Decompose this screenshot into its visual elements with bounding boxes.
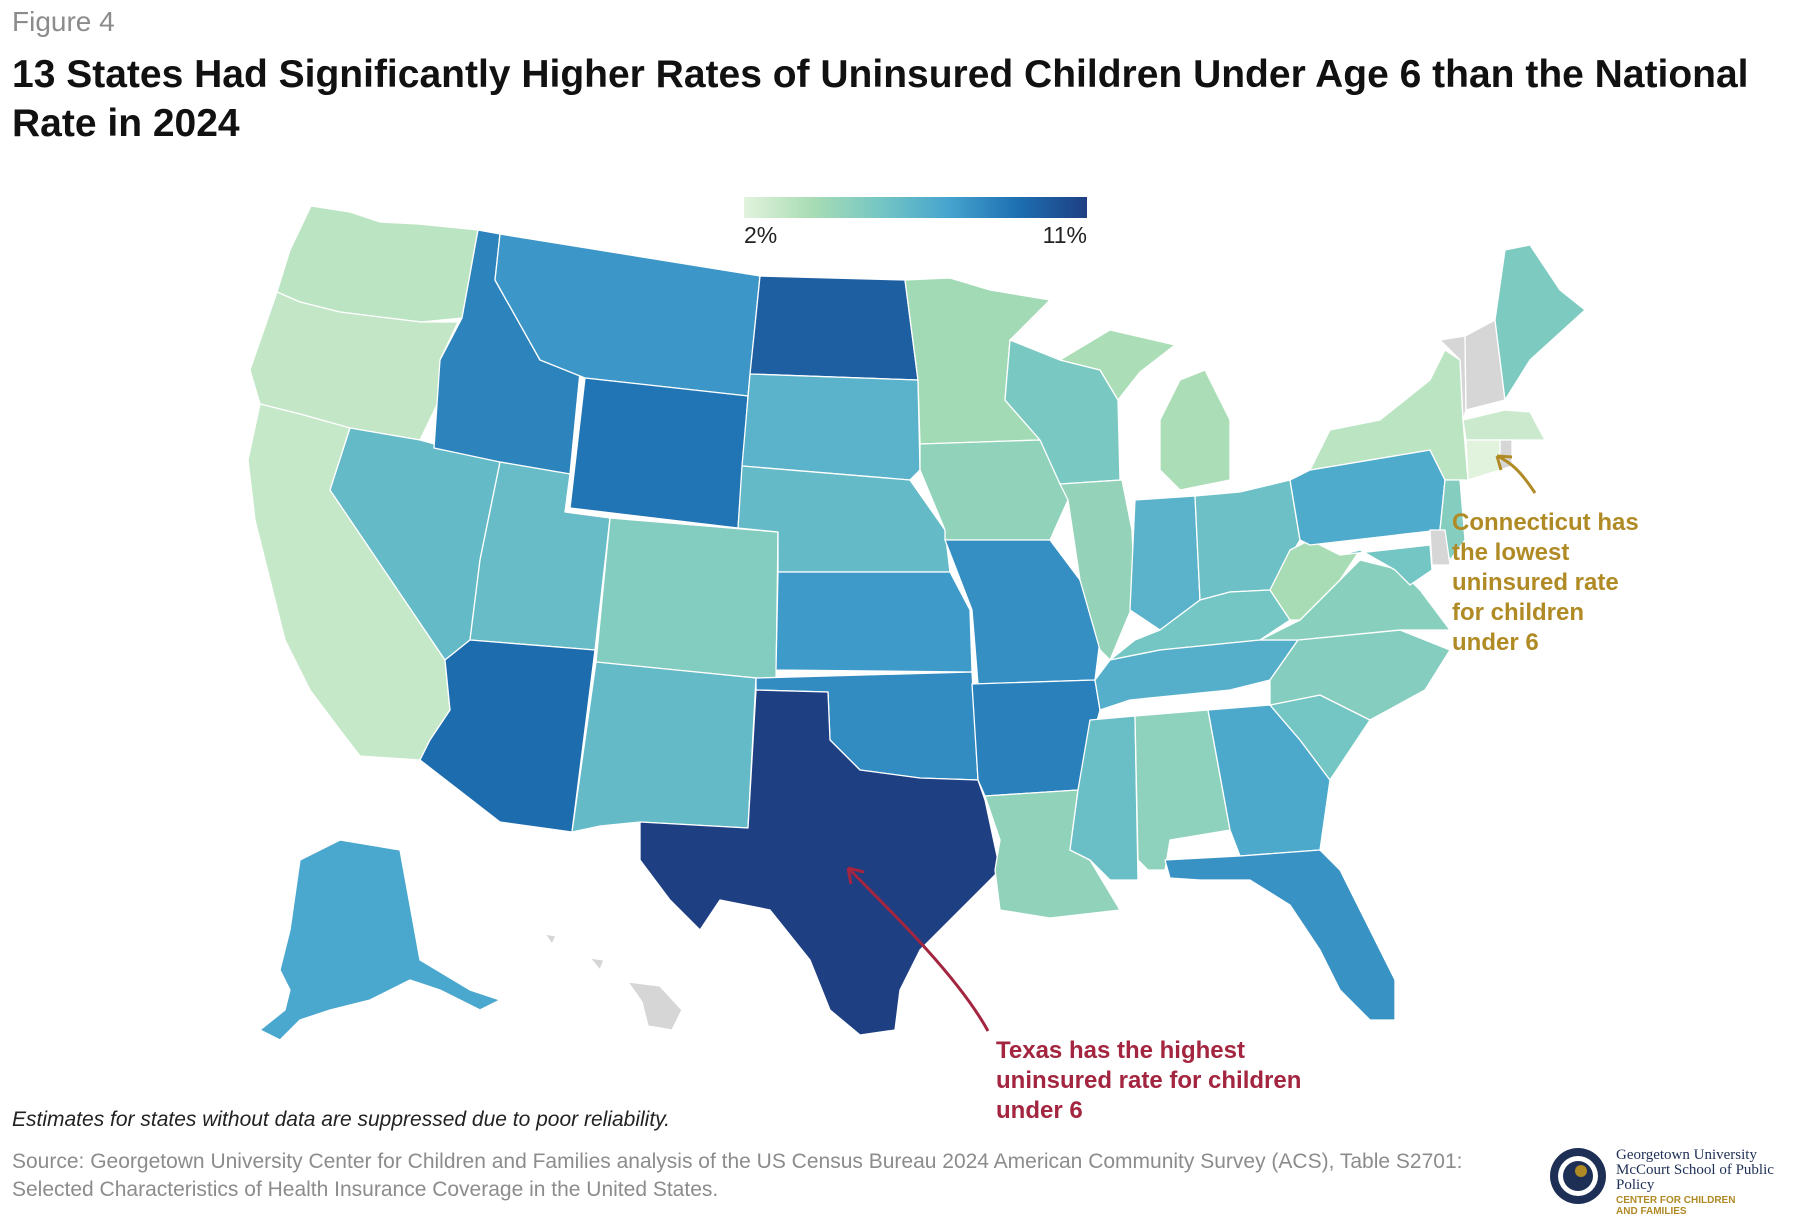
state-wy [569, 377, 749, 529]
tx-annotation-arrow [846, 866, 990, 1032]
state-sd [741, 373, 921, 481]
state-de [1429, 529, 1451, 566]
state-nc [1269, 629, 1451, 721]
state-ct [1465, 439, 1501, 481]
state-az [419, 639, 596, 833]
legend-max-label: 11% [1042, 222, 1087, 248]
logo-line3: CENTER FOR CHILDREN [1616, 1195, 1736, 1206]
logo-line1: Georgetown University [1616, 1147, 1757, 1163]
ct-annotation-arrowhead [1495, 454, 1513, 471]
color-legend: 2% 11% [744, 197, 1087, 248]
state-md [1339, 544, 1433, 586]
suppression-note: Estimates for states without data are su… [12, 1108, 670, 1131]
logo-wordmark: Georgetown University McCourt School of … [1616, 1147, 1808, 1218]
figure-label: Figure 4 [12, 6, 115, 37]
state-co [595, 517, 779, 681]
georgetown-logo: Georgetown University McCourt School of … [1548, 1146, 1808, 1217]
state-mi [1059, 329, 1231, 491]
chart-title: 13 States Had Significantly Higher Rates… [12, 53, 1749, 145]
logo-line4: AND FAMILIES [1616, 1206, 1687, 1217]
legend-gradient-bar [744, 197, 1087, 218]
state-vt [1439, 335, 1467, 421]
legend-min-label: 2% [744, 222, 778, 248]
source-note: Source: Georgetown University Center for… [12, 1150, 1463, 1201]
state-nm [571, 661, 757, 833]
state-ut [469, 461, 611, 651]
state-ma [1462, 409, 1546, 441]
tx-annotation-arrowhead [846, 866, 865, 885]
state-ak [259, 839, 501, 1041]
state-hi [544, 933, 683, 1031]
state-nd [749, 275, 919, 381]
state-tx [639, 689, 1001, 1036]
logo-line2: McCourt School of Public Policy [1616, 1162, 1774, 1193]
state-me [1494, 244, 1586, 401]
connecticut-annotation: Connecticut has the lowest uninsured rat… [1452, 509, 1639, 656]
georgetown-seal-icon [1550, 1148, 1606, 1204]
state-ks [775, 571, 973, 673]
texas-annotation: Texas has the highest uninsured rate for… [996, 1037, 1302, 1124]
state-mo [944, 539, 1101, 685]
state-fl [1164, 849, 1396, 1021]
